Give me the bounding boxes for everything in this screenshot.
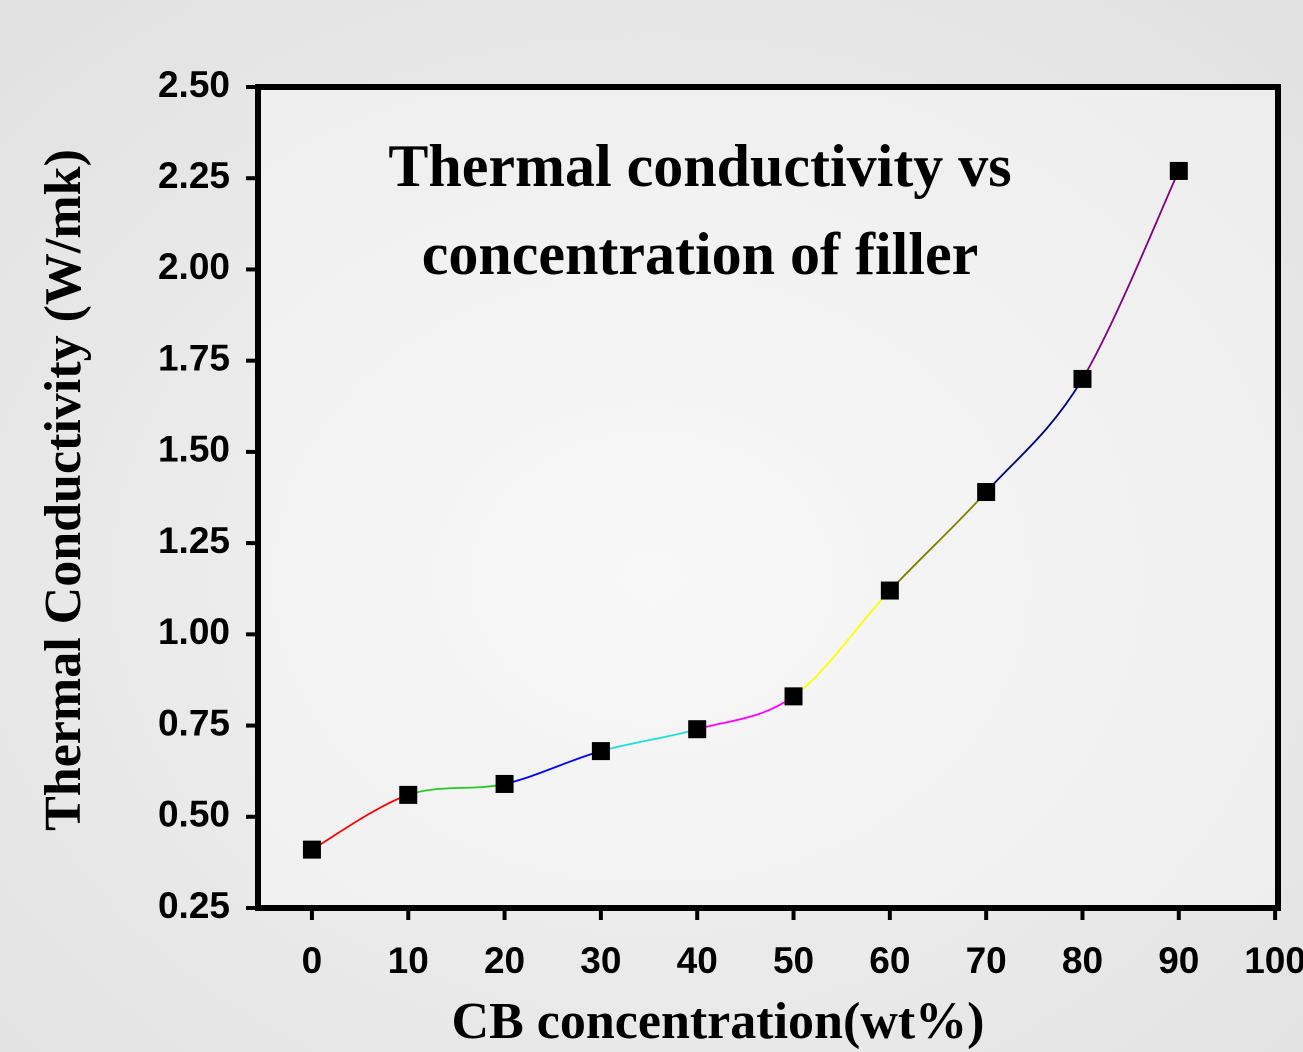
- x-tick-label: 30: [580, 940, 621, 981]
- data-point: [399, 785, 418, 804]
- data-point: [977, 483, 996, 502]
- curve-segment: [407, 783, 505, 796]
- curve-segment: [889, 491, 987, 592]
- x-tick-label: 80: [1062, 940, 1103, 981]
- data-point: [495, 774, 514, 793]
- curve-segment: [600, 728, 698, 752]
- data-point: [591, 742, 610, 761]
- y-tick-label: 2.00: [158, 246, 230, 287]
- y-tick-label: 1.25: [158, 520, 230, 561]
- x-tick-label: 20: [484, 940, 525, 981]
- data-point: [784, 687, 803, 706]
- y-tick-label: 1.75: [158, 337, 230, 378]
- y-tick-label: 2.50: [158, 64, 230, 105]
- x-tick-label: 70: [966, 940, 1007, 981]
- y-tick-label: 0.50: [158, 794, 230, 835]
- data-point: [302, 840, 321, 859]
- x-tick-label: 40: [677, 940, 718, 981]
- x-tick-label: 10: [388, 940, 429, 981]
- x-tick-label: 60: [869, 940, 910, 981]
- curve-segment: [792, 589, 891, 698]
- y-tick-label: 0.75: [158, 702, 230, 743]
- y-tick-label: 1.50: [158, 429, 230, 470]
- curve-segment: [504, 750, 602, 785]
- data-point: [1169, 161, 1188, 180]
- data-point: [688, 720, 707, 739]
- x-tick-label: 50: [773, 940, 814, 981]
- curve-segment: [985, 378, 1084, 493]
- chart-title: Thermal conductivity vs: [388, 133, 1011, 199]
- y-tick-label: 2.25: [158, 155, 230, 196]
- y-axis-label: Thermal Conductivity (W/mk): [35, 149, 92, 831]
- data-point: [1073, 369, 1092, 388]
- x-tick-label: 100: [1244, 940, 1303, 981]
- curve-segment: [696, 695, 795, 731]
- curve-segment: [1081, 170, 1180, 380]
- chart-title: concentration of filler: [422, 221, 979, 287]
- plot-area: [258, 87, 1278, 908]
- y-tick-label: 1.00: [158, 611, 230, 652]
- x-tick-label: 0: [302, 940, 323, 981]
- x-tick-label: 90: [1158, 940, 1199, 981]
- plot-frame: [255, 84, 1281, 911]
- x-axis-label: CB concentration(wt%): [452, 993, 985, 1050]
- y-tick-label: 0.25: [158, 885, 230, 926]
- data-point: [880, 581, 899, 600]
